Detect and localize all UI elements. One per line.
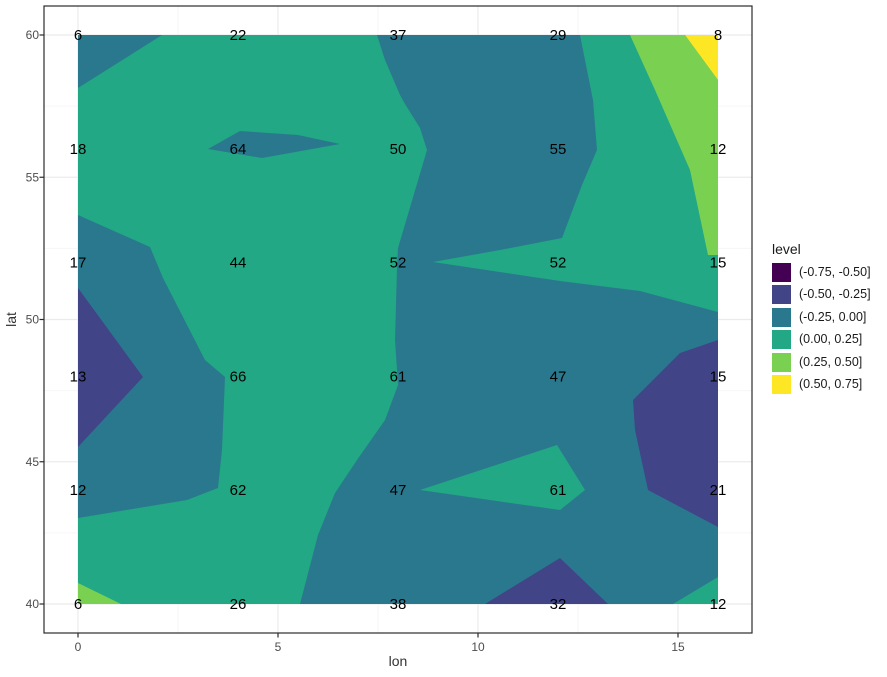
contour-region	[685, 35, 718, 80]
grid-value-label: 55	[550, 141, 567, 158]
contour-region	[485, 558, 608, 604]
grid-value-label: 17	[70, 255, 87, 272]
x-axis-title: lon	[389, 653, 408, 669]
grid-value-label: 44	[230, 255, 247, 272]
contour-region	[78, 35, 162, 88]
y-tick-label: 55	[26, 170, 40, 184]
grid-value-label: 15	[710, 255, 727, 272]
grid-value-label: 21	[710, 482, 727, 499]
contour-region	[78, 583, 121, 604]
grid-value-label: 6	[74, 596, 82, 613]
legend-swatch	[772, 375, 791, 394]
grid-value-label: 38	[390, 596, 407, 613]
legend-entry-label: (0.00, 0.25]	[799, 332, 863, 347]
grid-value-label: 64	[230, 141, 247, 158]
y-tick-label: 45	[26, 455, 40, 469]
x-tick-label: 15	[671, 640, 685, 654]
grid-value-label: 61	[390, 368, 407, 385]
contour-region	[300, 35, 718, 604]
legend-title: level	[772, 241, 801, 257]
grid-value-label: 12	[70, 482, 87, 499]
grid-value-label: 37	[390, 27, 407, 44]
legend-swatch	[772, 352, 791, 372]
legend-entry-label: (-0.25, 0.00]	[799, 309, 867, 324]
contour-region	[78, 215, 225, 518]
y-tick-label: 40	[26, 597, 40, 611]
legend-entry-label: (0.50, 0.75]	[799, 377, 863, 391]
contour-region-layer	[78, 35, 718, 604]
x-tick-label: 5	[275, 640, 282, 654]
grid-value-label: 12	[710, 141, 727, 158]
legend-entry-label: (-0.50, -0.25]	[799, 287, 871, 302]
legend-entry-label: (0.25, 0.50]	[799, 354, 863, 369]
contour-region	[78, 288, 143, 447]
legend-swatch	[772, 307, 791, 327]
contour-region	[208, 131, 340, 158]
grid-value-label: 61	[550, 482, 567, 499]
grid-value-label: 29	[550, 27, 567, 44]
grid-value-label: 62	[230, 482, 247, 499]
grid-value-label: 47	[390, 482, 407, 499]
legend-entry-label: (-0.75, -0.50]	[799, 265, 871, 279]
grid-value-label: 6	[74, 27, 82, 44]
grid-value-label: 32	[550, 596, 567, 613]
y-tick-label: 50	[26, 313, 40, 327]
grid-value-label-layer: 6 22 37 29 8 18 64 50 55 12 17 44 52 52 15 13 66 61 47 15 12…	[70, 27, 727, 613]
grid-value-label: 8	[714, 27, 722, 44]
contour-region	[630, 35, 718, 255]
legend-swatch	[772, 263, 791, 282]
grid-value-label: 50	[390, 141, 407, 158]
axis-tick-layer: 0 5 10 15 40 45 50 55 60	[26, 28, 685, 654]
grid-value-label: 47	[550, 368, 567, 385]
grid-value-label: 15	[710, 368, 727, 385]
grid-value-label: 66	[230, 368, 247, 385]
grid-value-label: 22	[230, 27, 247, 44]
legend: level (-0.75, -0.50] (-0.50, -0.25] (-0.25…	[770, 241, 887, 394]
contour-region	[633, 340, 718, 527]
x-tick-label: 10	[471, 640, 485, 654]
x-tick-label: 0	[75, 640, 82, 654]
y-axis-title: lat	[3, 312, 19, 327]
grid-value-label: 12	[710, 596, 727, 613]
grid-value-label: 52	[550, 255, 567, 272]
grid-value-label: 13	[70, 368, 87, 385]
grid-value-label: 26	[230, 596, 247, 613]
y-tick-label: 60	[26, 28, 40, 42]
legend-swatch	[772, 285, 791, 305]
legend-swatch	[772, 330, 791, 350]
grid-value-label: 18	[70, 141, 87, 158]
grid-value-label: 52	[390, 255, 407, 272]
contour-region	[420, 445, 585, 510]
contour-region	[673, 577, 718, 604]
